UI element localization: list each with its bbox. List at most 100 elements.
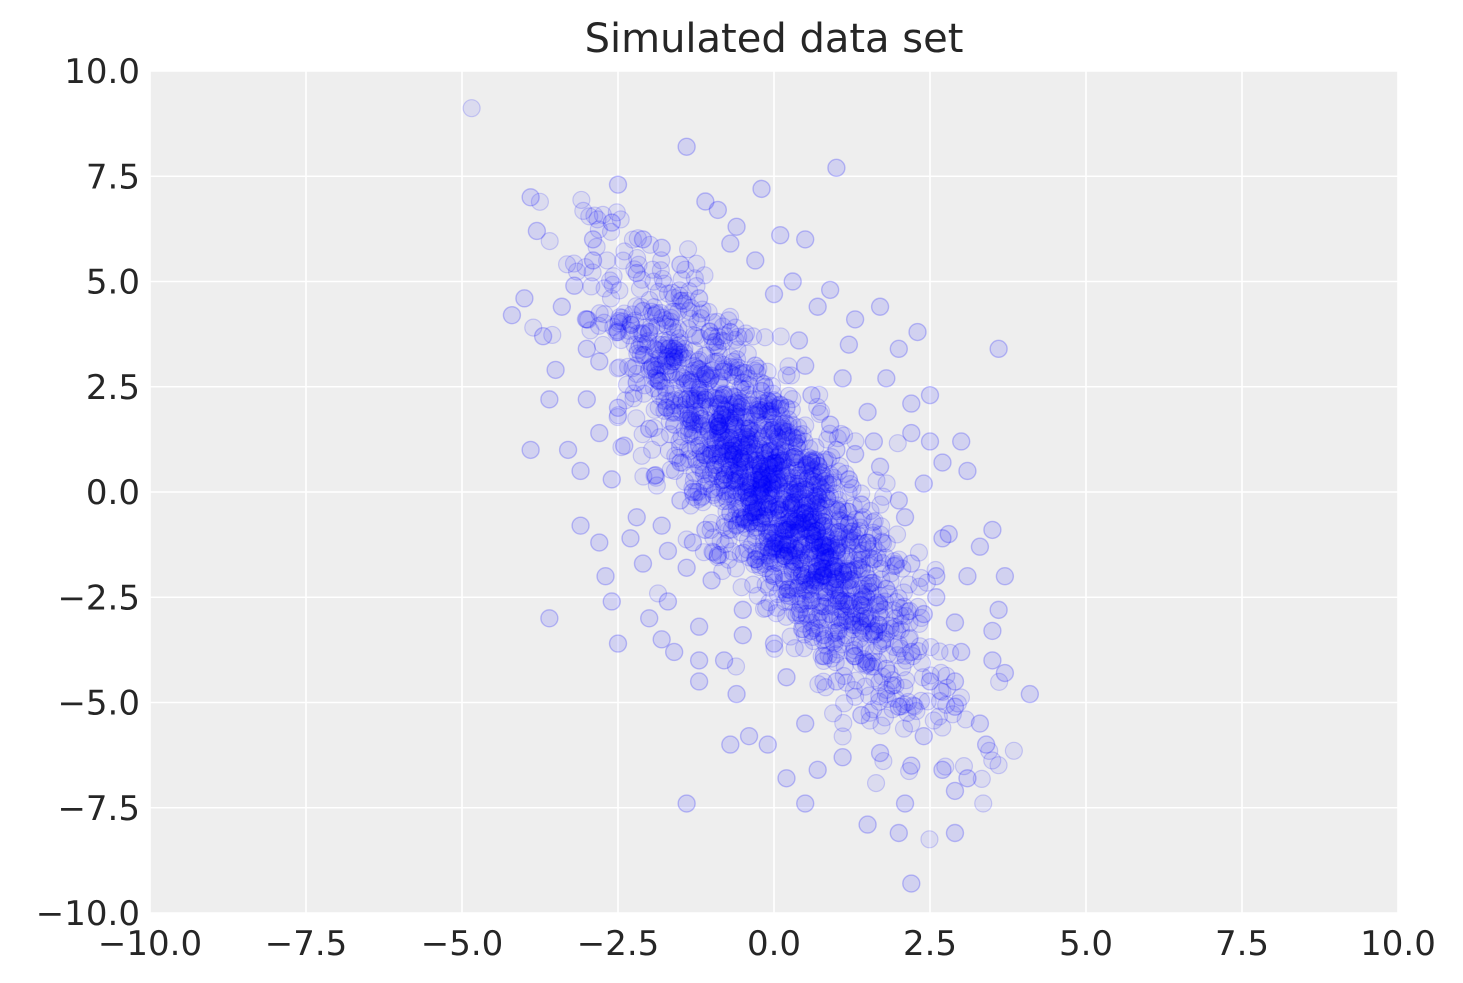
scatter-point [763, 384, 782, 403]
scatter-point [766, 454, 786, 473]
scatter-point [740, 418, 759, 437]
scatter-point [788, 438, 807, 457]
scatter-point [888, 434, 907, 453]
scatter-point [720, 451, 739, 470]
scatter-point [770, 395, 790, 414]
scatter-point [707, 488, 727, 507]
scatter-point [713, 492, 733, 511]
scatter-point [760, 442, 779, 461]
scatter-point [655, 391, 674, 410]
scatter-point [768, 470, 787, 489]
scatter-point [707, 462, 726, 481]
scatter-point [602, 470, 621, 489]
scatter-point [639, 324, 658, 343]
scatter-point [817, 559, 836, 578]
scatter-point [773, 532, 792, 551]
scatter-point [775, 549, 795, 569]
scatter-point [789, 576, 808, 595]
scatter-point [886, 555, 906, 574]
scatter-point [765, 424, 784, 443]
scatter-point [782, 493, 801, 513]
scatter-point [640, 322, 659, 342]
scatter-point [724, 455, 743, 474]
scatter-point [858, 533, 877, 553]
scatter-point [595, 305, 614, 324]
scatter-point [598, 251, 617, 270]
scatter-point [761, 405, 780, 424]
scatter-point [760, 538, 779, 557]
scatter-point [721, 735, 740, 754]
scatter-point [729, 358, 748, 377]
scatter-point [864, 643, 883, 662]
scatter-point [715, 326, 734, 345]
scatter-point [816, 549, 835, 569]
scatter-point [766, 453, 785, 472]
scatter-point [649, 335, 668, 354]
scatter-point [799, 448, 818, 467]
scatter-point [761, 438, 780, 458]
scatter-point [845, 646, 865, 666]
scatter-point [734, 363, 753, 382]
scatter-point [735, 408, 754, 427]
scatter-point [590, 533, 609, 552]
scatter-point [576, 258, 595, 277]
scatter-point [877, 369, 896, 388]
scatter-point [607, 323, 626, 342]
scatter-point [752, 486, 771, 506]
scatter-point [737, 481, 756, 500]
scatter-point [839, 562, 858, 582]
scatter-point [830, 615, 849, 635]
scatter-point [886, 618, 905, 637]
scatter-point [756, 443, 775, 462]
scatter-point [725, 473, 744, 492]
scatter-point [722, 542, 742, 561]
scatter-point [732, 438, 751, 457]
scatter-point [629, 255, 648, 274]
scatter-point [724, 395, 743, 414]
scatter-point [691, 442, 710, 462]
scatter-point [809, 568, 828, 587]
scatter-point [842, 607, 862, 626]
scatter-point [684, 487, 703, 507]
scatter-point [870, 596, 889, 616]
scatter-point [797, 492, 817, 511]
scatter-point [633, 325, 653, 344]
scatter-point [767, 544, 786, 564]
scatter-point [778, 586, 797, 605]
scatter-point [734, 510, 753, 529]
scatter-point [851, 592, 870, 611]
scatter-point [775, 468, 795, 487]
scatter-point [837, 595, 856, 614]
scatter-point [793, 499, 812, 518]
scatter-point [810, 530, 829, 549]
scatter-point [656, 349, 675, 368]
scatter-point [754, 532, 774, 551]
scatter-point [774, 570, 793, 590]
scatter-point [677, 558, 696, 577]
scatter-point [649, 349, 668, 368]
scatter-point [657, 398, 676, 417]
scatter-point [708, 413, 727, 432]
scatter-point [814, 625, 834, 645]
scatter-point [788, 540, 807, 559]
scatter-point [938, 678, 957, 697]
scatter-point [661, 312, 680, 331]
scatter-point [758, 529, 777, 548]
scatter-point [795, 509, 815, 528]
scatter-point [836, 594, 855, 613]
scatter-point [642, 318, 661, 337]
scatter-point [846, 510, 865, 529]
scatter-point [784, 447, 803, 467]
scatter-point [782, 550, 801, 569]
scatter-point [805, 530, 824, 549]
scatter-point [681, 390, 700, 409]
scatter-point [682, 411, 701, 431]
scatter-point [867, 471, 886, 490]
scatter-point [652, 238, 671, 258]
scatter-point [806, 572, 825, 591]
scatter-point [713, 431, 732, 450]
scatter-point [714, 440, 733, 459]
scatter-point [791, 594, 810, 614]
scatter-point [824, 559, 843, 578]
